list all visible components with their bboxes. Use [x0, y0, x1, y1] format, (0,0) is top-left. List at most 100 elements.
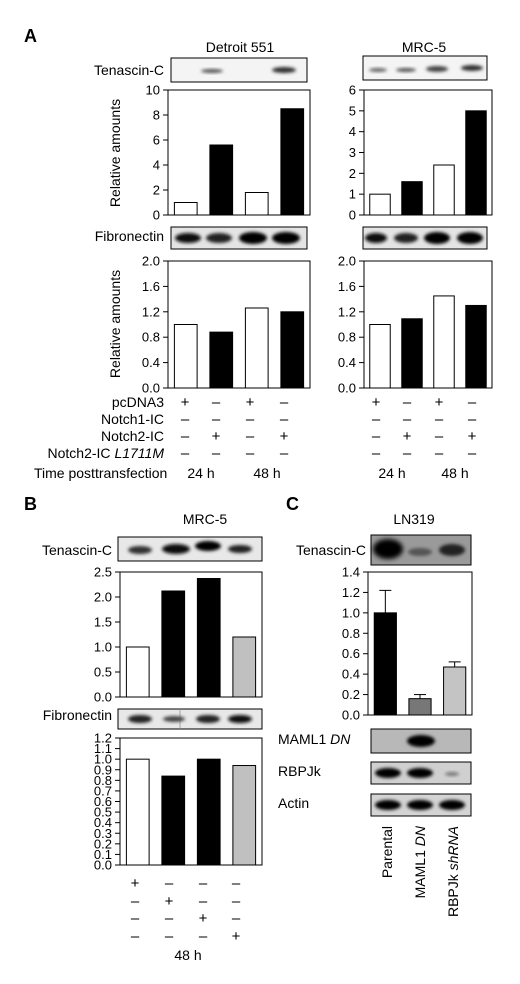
bar	[401, 318, 423, 389]
y-tick-label: 1.0	[342, 605, 360, 620]
treatment-sign: +	[131, 875, 140, 892]
treatment-sign: –	[372, 428, 381, 445]
bar	[196, 578, 221, 698]
y-tick-label: 1.5	[94, 615, 112, 630]
y-tick-label: 0.4	[142, 355, 160, 370]
blot-a-mrc5-fibronectin	[362, 226, 488, 250]
treatment-sign: –	[165, 910, 174, 927]
y-tick-label: 0.4	[94, 815, 112, 830]
blot-c-maml1-dn	[370, 728, 472, 754]
blot-b-tenascin	[117, 536, 263, 562]
y-tick-label: 2.0	[338, 254, 356, 269]
y-tick-label: 0.4	[342, 667, 360, 682]
treatment-sign: –	[165, 875, 174, 892]
y-tick-label: 0.8	[338, 330, 356, 345]
y-tick-label: 0.0	[338, 381, 356, 396]
y-tick-label: 0.1	[94, 847, 112, 862]
treatment-sign: –	[372, 445, 381, 462]
y-tick-label: 0.6	[342, 646, 360, 661]
treatment-sign: +	[246, 394, 255, 411]
y-tick-label: 4	[153, 158, 160, 173]
blot-label-fibronectin-b: Fibronectin	[43, 707, 112, 723]
treatment-sign: +	[212, 428, 221, 445]
panel-a-letter: A	[24, 26, 37, 46]
row-label-notch1-ic: Notch1-IC	[101, 411, 164, 427]
treatment-sign: –	[372, 411, 381, 428]
y-tick-label: 0.9	[94, 762, 112, 777]
treatment-sign: –	[165, 928, 174, 945]
bar	[369, 193, 391, 216]
treatment-sign: –	[181, 411, 190, 428]
y-tick-label: 1.2	[342, 585, 360, 600]
y-tick-label: 2.0	[94, 590, 112, 605]
y-tick-label: 0.7	[94, 783, 112, 798]
chart-b-fibronectin: 0.00.10.20.30.40.50.60.70.80.91.01.11.2	[94, 731, 263, 873]
treatment-sign: –	[435, 411, 444, 428]
ylabel-a-bottom: Relative amounts	[107, 270, 123, 378]
bar	[244, 307, 269, 389]
y-tick-label: 6	[349, 83, 356, 98]
treatment-sign: +	[181, 394, 190, 411]
treatment-sign: –	[403, 411, 412, 428]
bar	[196, 758, 221, 866]
time-a-mrc5-24h: 24 h	[378, 465, 405, 481]
y-tick-label: 0.0	[94, 690, 112, 705]
treatment-sign: –	[468, 445, 477, 462]
plot-frame	[167, 89, 311, 216]
y-tick-label: 8	[153, 108, 160, 123]
y-tick-label: 0.0	[142, 381, 160, 396]
treatment-sign: –	[131, 928, 140, 945]
treatment-sign: +	[403, 428, 412, 445]
bar	[280, 311, 305, 389]
y-tick-label: 0.0	[94, 858, 112, 873]
blot-label-rbpjk: RBPJk	[278, 763, 322, 779]
blot-label-fibronectin-a: Fibronectin	[95, 228, 164, 244]
treatment-sign: –	[468, 411, 477, 428]
treatment-sign: –	[468, 394, 477, 411]
bar	[373, 612, 397, 716]
treatment-sign: +	[468, 428, 477, 445]
treatment-sign: –	[199, 875, 208, 892]
blot-a-detroit-tenascin	[170, 57, 308, 83]
chart-b-tenascin: 0.0 0.5 1.0 1.5 2.0 2.5	[94, 565, 263, 705]
chart-a-mrc5-fibronectin: 0.0 0.4 0.8 1.2 1.6 2.0	[338, 254, 493, 396]
y-tick-label: 10	[146, 83, 160, 98]
cell-line-mrc5: MRC-5	[402, 39, 447, 55]
treatment-sign: +	[232, 928, 241, 945]
time-posttransfection-label: Time posttransfection	[34, 465, 167, 481]
time-a-detroit-24h: 24 h	[187, 465, 214, 481]
signs-a-detroit: + – + –– – – –– + – +– – – –	[181, 394, 289, 462]
plot-frame	[167, 260, 311, 389]
blot-c-rbpjk	[370, 761, 472, 785]
y-tick-label: 2	[349, 166, 356, 181]
bar	[433, 295, 455, 389]
y-tick-label: 0	[153, 208, 160, 223]
blot-c-tenascin	[370, 534, 472, 566]
bar	[173, 202, 198, 216]
treatment-sign: –	[403, 394, 412, 411]
plot-frame	[363, 260, 493, 389]
treatment-sign: +	[280, 428, 289, 445]
plot-frame	[119, 571, 263, 698]
y-tick-label: 4	[349, 124, 356, 139]
bar	[209, 144, 234, 216]
bar	[443, 666, 467, 716]
blot-label-tenascin-b: Tenascin-C	[42, 542, 112, 558]
blot-label-tenascin-c: Tenascin-C	[296, 542, 366, 558]
bar	[401, 181, 423, 216]
y-tick-label: 0.8	[342, 626, 360, 641]
y-tick-label: 1.1	[94, 741, 112, 756]
y-tick-label: 1.4	[342, 565, 360, 580]
bar	[369, 324, 391, 389]
bar	[465, 304, 487, 389]
category-parental: Parental	[379, 826, 395, 878]
row-label-notch2-ic-l1711m: Notch2-IC L1711M	[48, 445, 165, 461]
y-tick-label: 1.2	[142, 304, 160, 319]
treatment-sign: +	[165, 893, 174, 910]
y-tick-label: 0.3	[94, 826, 112, 841]
y-tick-label: 2	[153, 183, 160, 198]
y-tick-label: 1.0	[94, 752, 112, 767]
chart-a-detroit-tenascin: 0 2 4 6 8 10	[146, 83, 311, 223]
cell-line-c: LN319	[393, 511, 434, 527]
blot-c-actin	[370, 793, 472, 817]
